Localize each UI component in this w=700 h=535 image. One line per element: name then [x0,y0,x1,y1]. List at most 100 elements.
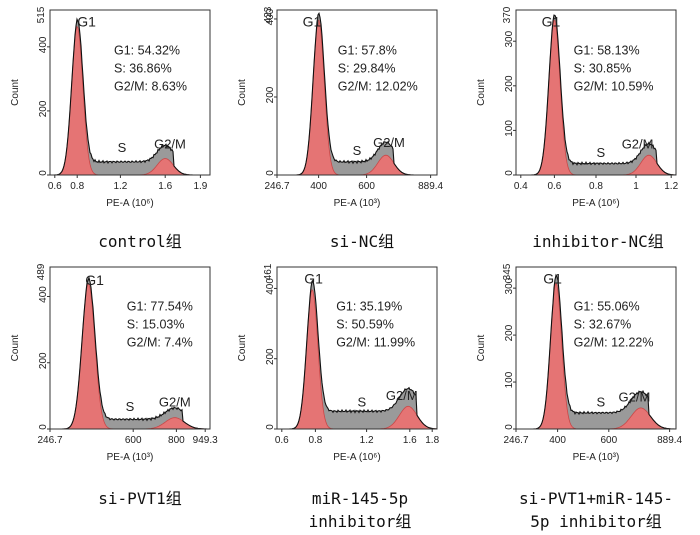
panel-caption: inhibitor-NC组 [532,232,664,251]
phase-percentage: G2/M: 12.02% [338,80,418,94]
phase-percentage: G2/M: 8.63% [114,80,187,94]
y-tick-label: 200 [38,352,49,369]
y-max-label: 370 [502,6,513,23]
x-tick-label: 1.2 [664,181,678,192]
histogram-outline [516,273,676,430]
y-tick-label: 0 [265,170,276,176]
y-axis-title: Count [476,334,487,361]
s-phase-label: S [596,145,605,160]
y-tick-label: 300 [504,30,515,47]
x-tick-label: 0.8 [308,435,322,446]
x-axis-title: PE-A (10⁶) [333,452,380,463]
s-phase-label: S [353,143,362,158]
y-tick-label: 300 [504,277,515,294]
g1-peak-label: G1 [303,14,322,30]
x-axis-unit: (10³) [598,452,619,463]
y-max-label: 461 [263,263,274,280]
y-max-label: 423 [263,6,274,23]
phase-percentage: G1: 77.54% [127,300,193,314]
x-axis-name: PE-A [106,198,130,209]
phase-percentage: S: 29.84% [338,62,396,76]
g1-peak-label: G1 [85,272,104,288]
phase-percentage: S: 15.03% [127,318,185,332]
x-tick-label: 400 [310,181,327,192]
x-tick-label: 0.8 [589,181,603,192]
y-tick-label: 100 [504,120,515,137]
panel-caption: si-NC组 [329,232,395,251]
g2m-peak-label: G2/M [154,137,186,152]
g1-peak-label: G1 [77,14,96,30]
x-tick-label: 0.6 [275,435,289,446]
plot-frame [276,9,438,176]
y-tick-label: 200 [265,86,276,103]
g2m-peak-label: G2/M [622,137,654,152]
y-axis-title: Count [237,79,248,106]
phase-percentage: G1: 54.32% [114,44,180,58]
g1-peak-label: G1 [543,270,562,286]
phase-percentage: S: 30.85% [574,62,632,76]
x-axis-title: PE-A (10³) [334,198,381,209]
y-max-label: 515 [36,6,47,23]
histogram-outline [50,17,210,176]
y-tick-label: 100 [504,371,515,388]
x-axis-title: PE-A (10³) [573,452,620,463]
x-tick-label: 1.6 [403,435,417,446]
panel-caption: control组 [98,232,182,251]
y-axis-title: Count [476,79,487,106]
x-tick-label: 889.4 [657,435,682,446]
phase-percentage: G2/M: 11.99% [336,336,415,350]
s-phase-label: S [126,399,135,414]
panel-caption: si-PVT1组 [98,489,182,508]
x-tick-label: 600 [125,435,142,446]
y-tick-label: 0 [504,424,515,430]
panel-caption: miR-145-5p inhibitor组 [308,489,412,531]
x-tick-label: 889.4 [418,181,443,192]
phase-percentage: S: 50.59% [336,318,394,332]
x-axis-title: PE-A (10⁶) [106,198,153,209]
x-axis-unit: (10⁶) [359,452,381,463]
x-axis-unit: (10³) [132,452,153,463]
y-max-label: 345 [502,263,513,280]
x-tick-label: 0.8 [70,181,84,192]
g1-peak-label: G1 [542,14,561,30]
x-axis-title: PE-A (10⁶) [572,198,619,209]
x-axis-name: PE-A [107,452,131,463]
x-tick-label: 1.6 [158,181,172,192]
x-tick-label: 600 [358,181,375,192]
histogram-outline [277,279,438,430]
g1-peak-label: G1 [304,270,323,286]
plot-frame [49,9,211,176]
plot-frame [515,266,677,430]
x-tick-label: 1.2 [360,435,374,446]
y-tick-label: 0 [504,170,515,176]
plot-frame [49,266,211,430]
x-axis-name: PE-A [572,198,596,209]
x-axis-unit: (10³) [359,198,380,209]
g2m-peak-label: G2/M [373,135,405,150]
y-axis-title: Count [237,334,248,361]
histogram-outline [50,275,210,430]
y-tick-label: 0 [38,170,49,176]
x-tick-label: 600 [600,435,617,446]
x-tick-label: 0.4 [514,181,528,192]
y-tick-label: 200 [504,75,515,92]
x-tick-label: 949.3 [193,435,218,446]
panel-1: 515 400 200 0 Count 0.6 0.8 1.2 1.6 1.9 PE-A (10⁶)… [10,6,211,209]
y-axis-title: Count [10,334,21,361]
y-tick-label: 400 [38,36,49,53]
y-tick-label: 400 [265,8,276,25]
y-tick-label: 0 [38,424,49,430]
x-axis-title: PE-A (10³) [107,452,154,463]
phase-percentage: G2/M: 7.4% [127,336,193,350]
y-tick-label: 0 [265,424,276,430]
phase-percentage: G1: 35.19% [336,300,402,314]
x-axis-name: PE-A [573,452,597,463]
phase-percentage: G1: 55.06% [574,300,640,314]
panel-3: 370 300 200 100 0 Count 0.4 0.6 0.8 1 1.2 PE-A (10⁶… [476,6,679,209]
x-tick-label: 246.7 [37,435,62,446]
plot-frame [276,266,438,430]
phase-percentage: G2/M: 10.59% [574,80,654,94]
x-axis-name: PE-A [334,198,358,209]
